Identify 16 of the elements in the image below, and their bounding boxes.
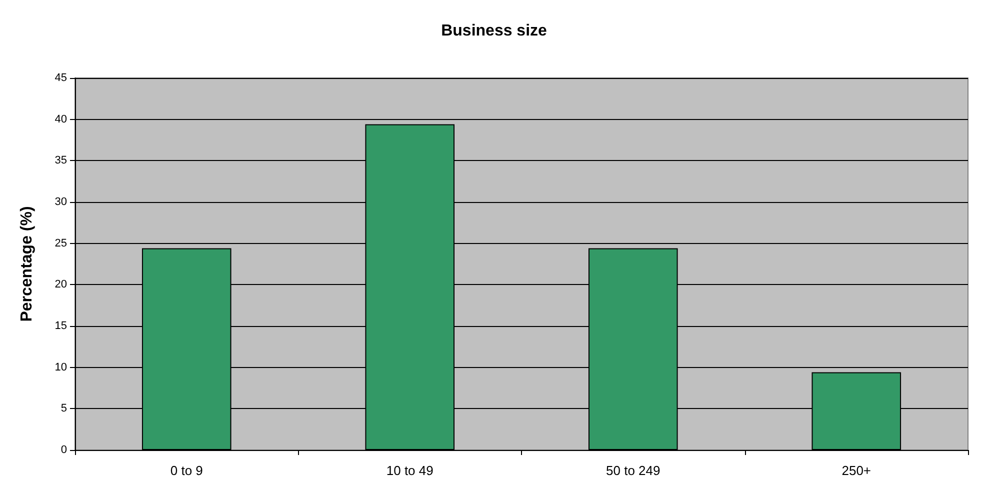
y-tick-label: 15 xyxy=(54,320,67,332)
x-tick-label: 10 to 49 xyxy=(386,463,434,478)
y-tick-label: 35 xyxy=(54,154,67,167)
y-tick-label: 30 xyxy=(54,196,67,208)
x-tick-label: 250+ xyxy=(842,463,872,478)
y-tick-label: 5 xyxy=(60,402,67,415)
y-tick-label: 45 xyxy=(54,72,67,84)
chart-title: Business size xyxy=(441,22,548,40)
y-tick-label: 40 xyxy=(54,113,67,126)
y-tick-label: 0 xyxy=(60,444,67,456)
y-tick-label: 20 xyxy=(54,278,67,291)
x-tick-label: 50 to 249 xyxy=(606,463,660,478)
y-tick-label: 25 xyxy=(54,237,67,250)
x-tick-label: 0 to 9 xyxy=(170,463,203,478)
y-axis-title: Percentage (%) xyxy=(18,206,36,322)
y-tick-label: 10 xyxy=(54,361,67,374)
